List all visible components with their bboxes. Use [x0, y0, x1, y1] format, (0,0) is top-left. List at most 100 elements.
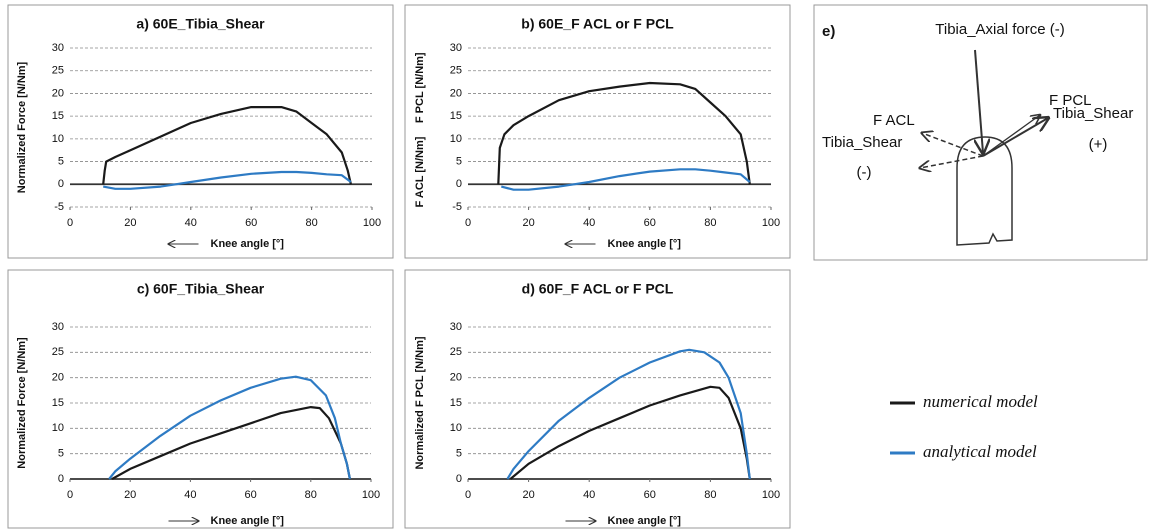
x-tick-label: 100 [362, 489, 380, 501]
series-line [509, 385, 751, 480]
chart-title: d) 60F_F ACL or F PCL [522, 281, 674, 297]
x-tick-label: 60 [245, 217, 257, 229]
chart: c) 60F_Tibia_Shear 0 5 10 15 20 25 30 0 20 40 60 80 1… [7, 269, 394, 529]
x-tick-label: 0 [67, 489, 73, 501]
x-tick-label: 40 [583, 489, 595, 501]
shear-pos-sign: (+) [1089, 136, 1108, 153]
y-axis-label: Normalized F PCL [N/Nm] [414, 336, 426, 469]
x-axis-label: Knee angle [°] [608, 238, 682, 250]
panel-frame [7, 269, 394, 529]
series-line [501, 168, 751, 191]
x-tick-label: 20 [124, 217, 136, 229]
panel-frame [813, 4, 1148, 261]
x-tick-label: 0 [465, 217, 471, 229]
x-tick-label: 80 [305, 217, 317, 229]
shear-neg-sign: (-) [857, 164, 872, 181]
x-tick-label: 20 [522, 489, 534, 501]
series-line [102, 106, 352, 185]
y-tick-label: 25 [450, 65, 462, 77]
x-tick-label: 100 [762, 489, 780, 501]
x-tick-label: 100 [363, 217, 381, 229]
chart-title: a) 60E_Tibia_Shear [136, 16, 265, 32]
y-tick-label: 5 [456, 155, 462, 167]
y-axis-label: F PCL [N/Nm] [414, 52, 426, 123]
x-axis-label: Knee angle [°] [211, 238, 285, 250]
chart: d) 60F_F ACL or F PCL 0 5 10 15 20 25 30 0 20 40 60… [404, 269, 791, 529]
x-tick-label: 0 [67, 217, 73, 229]
y-tick-label: 30 [450, 321, 462, 333]
y-tick-label: 20 [52, 87, 64, 99]
y-tick-label: 20 [450, 87, 462, 99]
x-tick-label: 20 [124, 489, 136, 501]
y-tick-label: 25 [450, 346, 462, 358]
y-tick-label: 20 [52, 372, 64, 384]
y-tick-label: 0 [456, 178, 462, 190]
shear-neg-arrow [920, 155, 984, 168]
x-tick-label: 40 [185, 217, 197, 229]
y-axis-label: Normalized Force [N/Nm] [16, 337, 28, 469]
series-line [497, 81, 751, 185]
x-tick-label: 100 [762, 217, 780, 229]
y-tick-label: 25 [52, 65, 64, 77]
panel-label: e) [822, 23, 835, 40]
y-tick-label: 15 [450, 110, 462, 122]
y-tick-label: 5 [58, 448, 64, 460]
axial-arrow [975, 49, 983, 153]
y-tick-label: 30 [450, 42, 462, 54]
tibia-shape [956, 136, 1013, 246]
x-tick-label: 80 [704, 489, 716, 501]
chart-title: c) 60F_Tibia_Shear [137, 281, 265, 297]
y-tick-label: 10 [52, 422, 64, 434]
y-tick-label: 15 [450, 397, 462, 409]
axial-label: Tibia_Axial force (-) [935, 21, 1064, 38]
x-tick-label: 60 [644, 489, 656, 501]
y-tick-label: 5 [58, 155, 64, 167]
y-axis-label: Normalized Force [N/Nm] [16, 61, 28, 193]
y-tick-label: 20 [450, 372, 462, 384]
x-axis-label: Knee angle [°] [608, 515, 682, 527]
facl-label: F ACL [873, 112, 915, 129]
x-tick-label: 0 [465, 489, 471, 501]
fpcl-label: F PCL [1049, 92, 1092, 109]
x-tick-label: 20 [522, 217, 534, 229]
x-tick-label: 40 [184, 489, 196, 501]
series-line [103, 170, 352, 190]
panel-frame [7, 4, 394, 259]
y-tick-label: 0 [456, 473, 462, 485]
x-axis-label: Knee angle [°] [211, 515, 285, 527]
y-tick-label: 0 [58, 473, 64, 485]
y-tick-label: 30 [52, 321, 64, 333]
series-line [108, 375, 351, 480]
y-tick-label: 25 [52, 346, 64, 358]
x-tick-label: 80 [305, 489, 317, 501]
shear-neg-label: Tibia_Shear [822, 134, 902, 151]
legend-label: numerical model [923, 392, 1038, 411]
y-axis-label: F ACL [N/Nm] [414, 136, 426, 207]
y-tick-label: 15 [52, 397, 64, 409]
facl-arrow [922, 133, 984, 157]
panel-frame [404, 269, 791, 529]
x-tick-label: 80 [704, 217, 716, 229]
y-tick-label: 10 [52, 133, 64, 145]
chart-title: b) 60E_F ACL or F PCL [521, 16, 674, 32]
fpcl-arrow [982, 115, 1040, 157]
y-tick-label: 15 [52, 110, 64, 122]
panel-e: e) Tibia_Axial force (-) F PCL F ACL Tib… [813, 4, 1148, 261]
y-tick-label: -5 [54, 201, 64, 213]
x-tick-label: 40 [583, 217, 595, 229]
y-tick-label: 30 [52, 42, 64, 54]
series-line [111, 406, 351, 480]
y-tick-label: 10 [450, 422, 462, 434]
series-line [506, 348, 751, 480]
y-tick-label: 10 [450, 133, 462, 145]
x-tick-label: 60 [244, 489, 256, 501]
legend-label: analytical model [923, 442, 1037, 461]
shear-pos-label: Tibia_Shear [1053, 105, 1133, 122]
panel-frame [404, 4, 791, 259]
y-tick-label: 0 [58, 178, 64, 190]
shear-pos-arrow [982, 118, 1048, 157]
y-tick-label: 5 [456, 448, 462, 460]
